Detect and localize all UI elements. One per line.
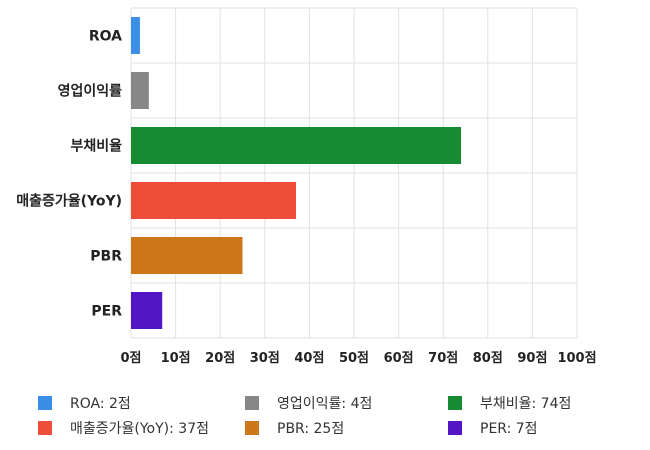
x-tick-label: 90점 bbox=[517, 351, 547, 366]
bar bbox=[131, 237, 243, 274]
bar bbox=[131, 182, 297, 219]
bar bbox=[131, 17, 140, 54]
legend-swatch bbox=[448, 421, 462, 435]
category-label: PBR bbox=[90, 249, 122, 265]
legend-swatch bbox=[245, 421, 259, 435]
category-label: 부채비율 bbox=[70, 138, 122, 155]
bars bbox=[131, 17, 462, 329]
x-tick-label: 40점 bbox=[294, 351, 324, 366]
x-tick-label: 10점 bbox=[161, 351, 191, 366]
x-tick-label: 30점 bbox=[250, 351, 280, 366]
x-tick-label: 0점 bbox=[120, 351, 141, 366]
legend-label: ROA: 2점 bbox=[70, 396, 131, 412]
legend-label: 매출증가율(YoY): 37점 bbox=[70, 421, 209, 437]
category-label: ROA bbox=[89, 29, 122, 45]
category-label: 영업이익률 bbox=[58, 83, 123, 100]
x-tick-label: 60점 bbox=[384, 351, 414, 366]
legend-swatch bbox=[38, 421, 52, 435]
legend-item-sales-growth: 매출증가율(YoY): 37점 bbox=[38, 418, 209, 438]
bar bbox=[131, 127, 462, 164]
bar bbox=[131, 72, 149, 109]
x-tick-label: 50점 bbox=[339, 351, 369, 366]
x-tick-labels: 0점 10점 20점 30점 40점 50점 60점 70점 80점 90점 100점 bbox=[120, 351, 596, 366]
legend-item-roa: ROA: 2점 bbox=[38, 393, 131, 413]
legend-item-operating-margin: 영업이익률: 4점 bbox=[245, 393, 372, 413]
legend-label: PER: 7점 bbox=[480, 421, 538, 437]
x-tick-label: 100점 bbox=[557, 351, 596, 366]
category-label: 매출증가율(YoY) bbox=[16, 193, 122, 210]
legend-item-pbr: PBR: 25점 bbox=[245, 418, 344, 438]
legend-swatch bbox=[448, 396, 462, 410]
x-tick-label: 70점 bbox=[428, 351, 458, 366]
legend-swatch bbox=[245, 396, 259, 410]
legend-label: 영업이익률: 4점 bbox=[277, 396, 373, 412]
legend-label: PBR: 25점 bbox=[277, 421, 345, 437]
grid-lines bbox=[130, 7, 578, 339]
category-label: PER bbox=[91, 304, 122, 320]
x-tick-label: 20점 bbox=[205, 351, 235, 366]
legend-item-per: PER: 7점 bbox=[448, 418, 538, 438]
legend-swatch bbox=[38, 396, 52, 410]
legend-item-debt-ratio: 부채비율: 74점 bbox=[448, 393, 571, 413]
bar bbox=[131, 292, 163, 329]
x-tick-label: 80점 bbox=[473, 351, 503, 366]
legend-label: 부채비율: 74점 bbox=[480, 396, 572, 412]
